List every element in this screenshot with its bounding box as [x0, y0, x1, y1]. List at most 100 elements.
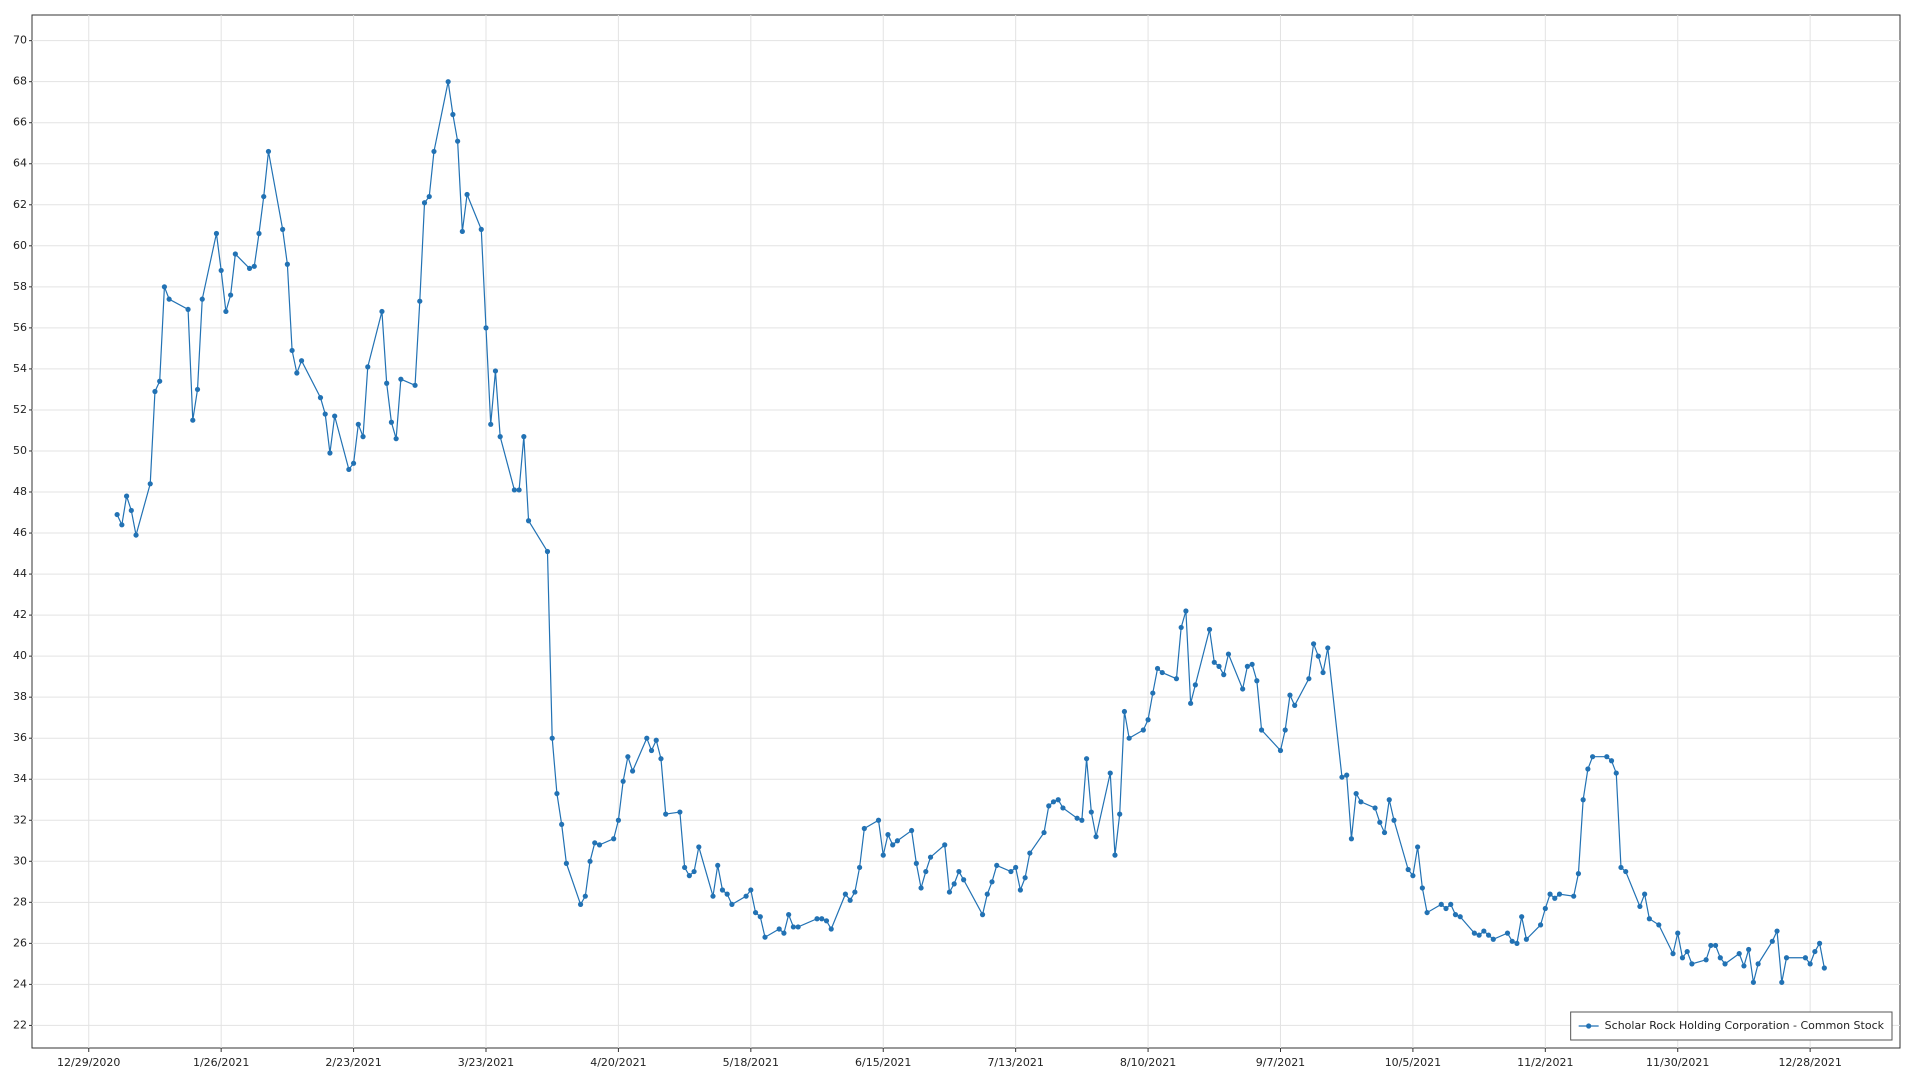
- data-point: [1107, 770, 1113, 776]
- x-tick-label: 1/26/2021: [193, 1056, 249, 1069]
- data-point: [554, 790, 560, 797]
- data-point: [426, 193, 432, 200]
- data-point: [577, 901, 584, 907]
- y-tick-label: 34: [13, 772, 27, 785]
- data-point: [1481, 928, 1487, 934]
- data-point: [511, 487, 517, 493]
- data-point: [1386, 797, 1392, 803]
- data-point: [1315, 653, 1321, 659]
- data-point: [246, 265, 253, 271]
- data-point: [663, 811, 669, 817]
- data-point: [431, 148, 437, 155]
- data-point: [1471, 930, 1477, 936]
- data-point: [696, 844, 702, 850]
- x-tick-label: 6/15/2021: [855, 1056, 911, 1069]
- data-point: [1443, 905, 1449, 912]
- data-point: [1046, 803, 1052, 809]
- data-point: [1457, 914, 1463, 920]
- data-point: [1509, 938, 1515, 944]
- x-tick-label: 9/7/2021: [1256, 1056, 1305, 1069]
- x-tick-label: 5/18/2021: [723, 1056, 779, 1069]
- data-point: [691, 868, 697, 875]
- data-point: [814, 916, 820, 922]
- data-point: [322, 411, 328, 417]
- data-point: [1623, 868, 1629, 875]
- data-point: [478, 226, 484, 232]
- data-point: [355, 421, 361, 427]
- plot-area: [31, 14, 1901, 1049]
- data-point: [563, 860, 569, 866]
- data-point: [1722, 961, 1728, 967]
- data-point: [1684, 948, 1690, 955]
- data-point: [194, 386, 201, 393]
- data-point: [719, 887, 726, 893]
- data-point: [1452, 912, 1459, 918]
- data-point: [525, 518, 532, 524]
- y-tick-label: 64: [13, 157, 27, 170]
- data-point: [251, 263, 257, 269]
- data-point: [1642, 891, 1648, 897]
- data-point: [790, 924, 796, 930]
- data-point: [1750, 979, 1756, 985]
- data-point: [1391, 817, 1397, 823]
- data-point: [147, 481, 153, 487]
- data-point: [1537, 922, 1544, 928]
- data-point: [445, 79, 451, 85]
- data-point: [1542, 905, 1548, 912]
- legend-label: Scholar Rock Holding Corporation - Commo…: [1605, 1019, 1885, 1032]
- data-point: [1514, 940, 1520, 946]
- data-point: [1821, 965, 1827, 971]
- data-point: [757, 914, 763, 920]
- data-point: [1325, 645, 1331, 651]
- data-point: [417, 298, 423, 304]
- data-point: [1074, 815, 1080, 821]
- data-point: [748, 887, 754, 893]
- data-point: [1490, 936, 1496, 942]
- data-point: [1041, 829, 1047, 836]
- data-point: [459, 228, 465, 235]
- data-point: [1613, 770, 1619, 776]
- data-point: [819, 916, 825, 922]
- data-point: [1552, 895, 1558, 901]
- data-point: [393, 436, 399, 442]
- data-point: [918, 885, 924, 891]
- x-tick-label: 3/23/2021: [458, 1056, 514, 1069]
- data-point: [280, 226, 286, 232]
- data-point: [1339, 774, 1345, 780]
- data-point: [1173, 676, 1180, 682]
- data-point: [1183, 608, 1189, 614]
- data-point: [984, 891, 990, 897]
- data-point: [1159, 669, 1165, 676]
- y-tick-label: 32: [13, 813, 27, 826]
- data-point: [1310, 641, 1317, 647]
- data-point: [123, 493, 130, 499]
- data-point: [464, 191, 470, 198]
- data-point: [1712, 942, 1719, 949]
- data-point: [1504, 930, 1511, 936]
- y-tick-label: 60: [13, 239, 27, 252]
- data-point: [1580, 797, 1586, 803]
- data-point: [951, 881, 957, 887]
- data-point: [128, 507, 134, 514]
- data-point: [956, 868, 962, 875]
- data-point: [1405, 866, 1411, 873]
- data-point: [677, 809, 683, 815]
- data-point: [942, 842, 948, 848]
- y-tick-label: 52: [13, 403, 27, 416]
- data-point: [213, 230, 220, 237]
- y-tick-label: 42: [13, 608, 27, 621]
- data-point: [1088, 809, 1094, 815]
- data-point: [284, 261, 290, 267]
- data-point: [587, 858, 593, 864]
- y-tick-label: 46: [13, 526, 27, 539]
- data-point: [1188, 700, 1194, 706]
- data-point: [620, 778, 626, 784]
- data-point: [549, 735, 555, 741]
- data-point: [1353, 790, 1359, 797]
- data-point: [1755, 961, 1761, 967]
- data-point: [885, 832, 891, 838]
- data-point: [256, 230, 262, 237]
- data-point: [1206, 626, 1213, 633]
- data-point: [861, 825, 867, 832]
